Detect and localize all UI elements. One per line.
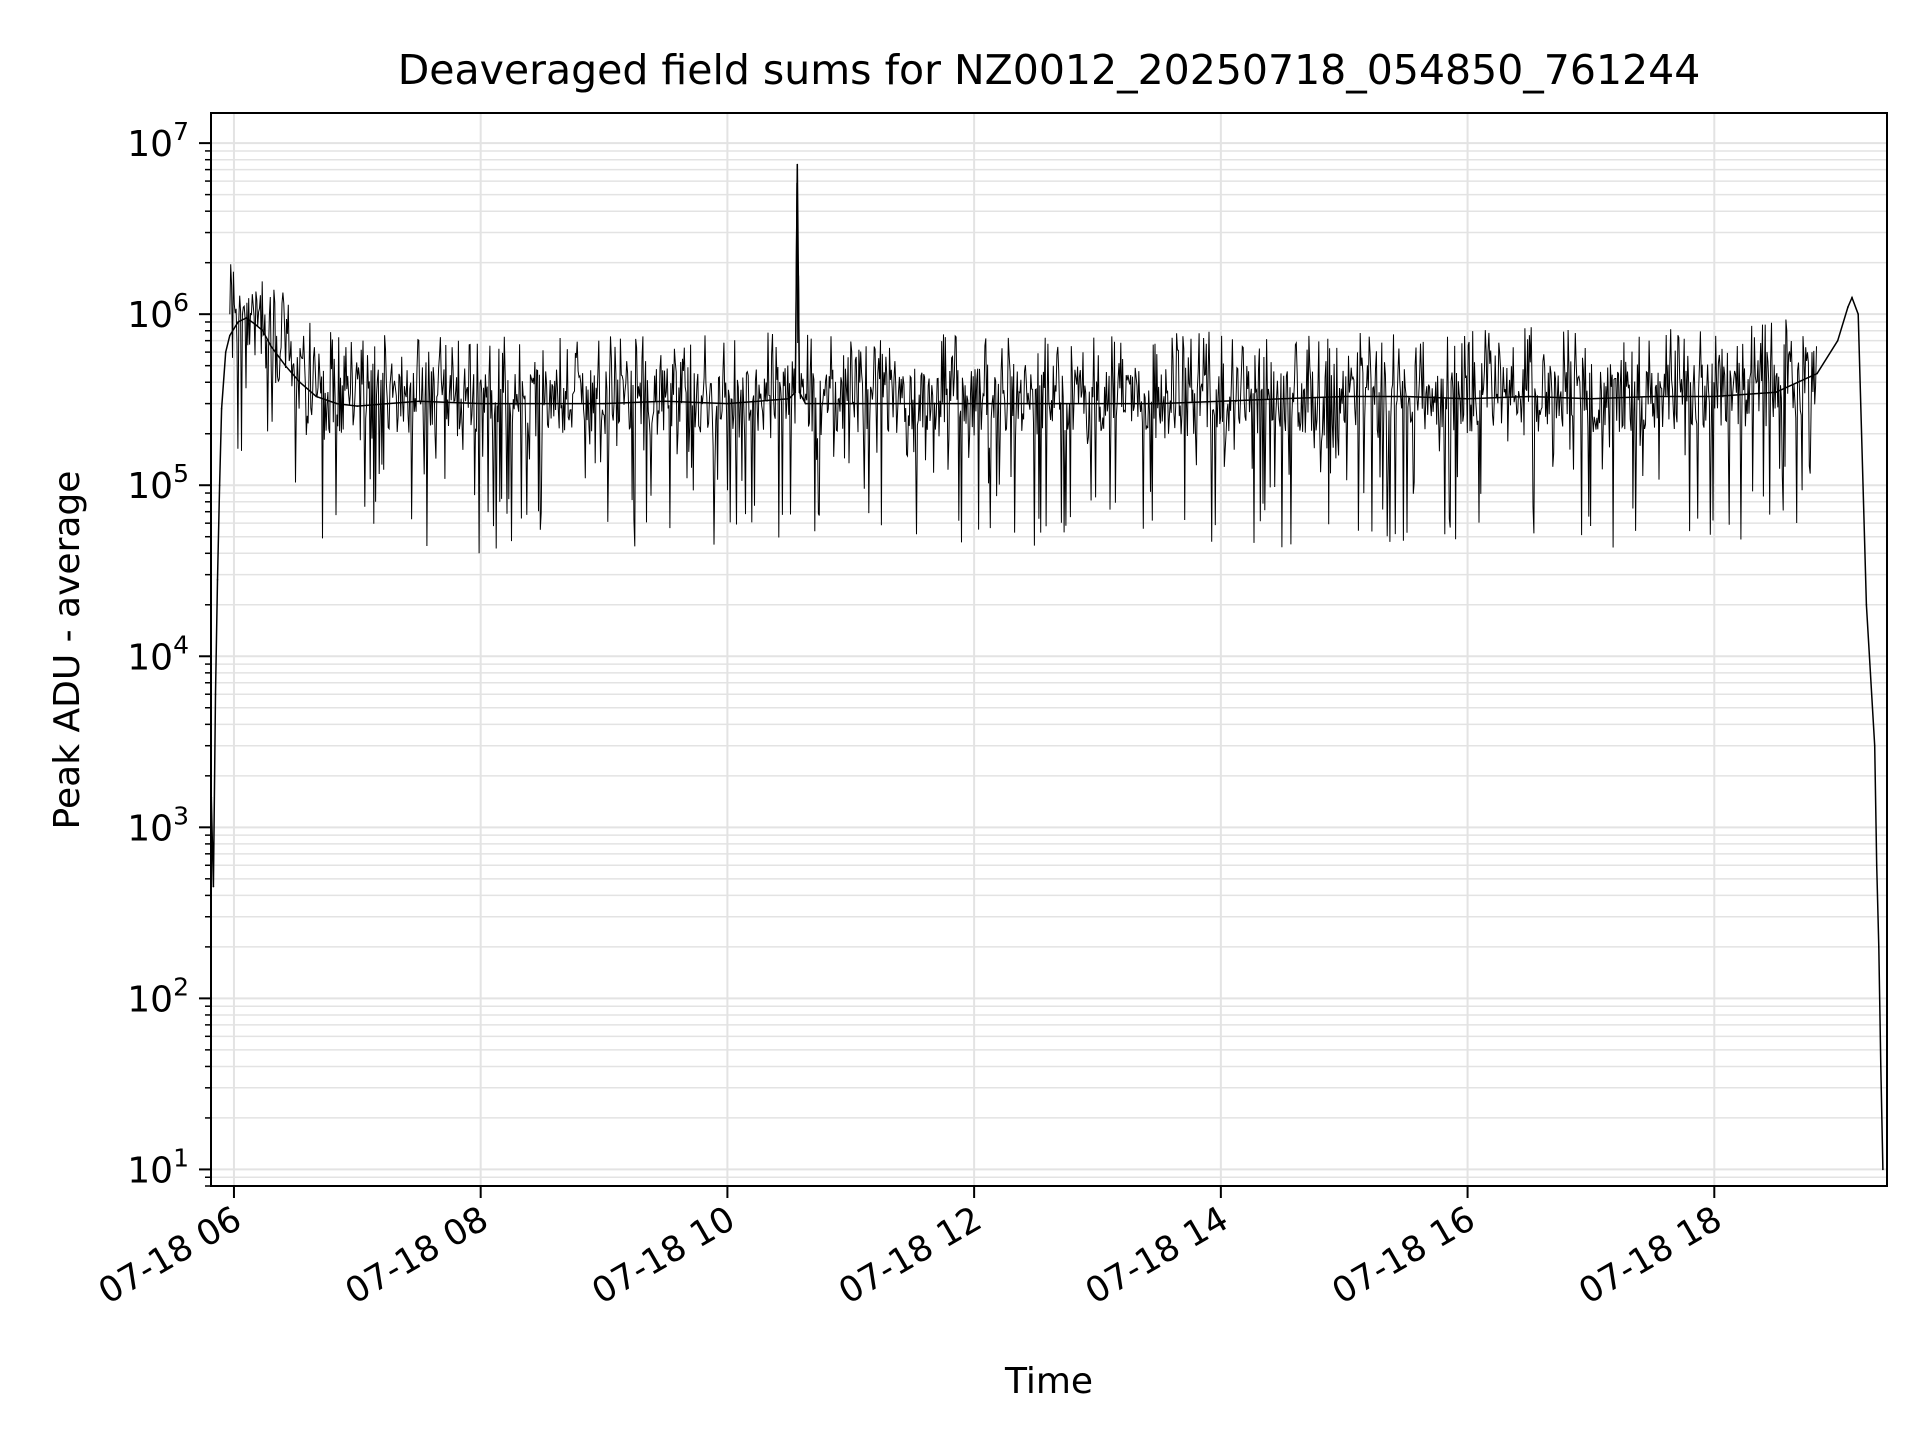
data-point xyxy=(798,391,801,394)
data-point xyxy=(284,364,287,367)
data-layer xyxy=(210,163,1884,1171)
data-point xyxy=(1035,402,1037,405)
data-point xyxy=(794,391,797,394)
data-point xyxy=(253,322,256,325)
x-tick-label: 07-18 14 xyxy=(1079,1199,1235,1312)
data-point xyxy=(270,345,272,348)
x-tick-label: 07-18 10 xyxy=(586,1199,742,1312)
data-point xyxy=(214,693,217,695)
data-point xyxy=(218,484,221,487)
data-point xyxy=(1882,1168,1884,1171)
data-point xyxy=(1873,744,1876,747)
data-point xyxy=(850,402,852,405)
y-tick-label: 103 xyxy=(127,801,189,849)
data-point xyxy=(1096,402,1099,405)
data-point xyxy=(541,402,544,405)
data-point xyxy=(224,351,227,353)
data-point xyxy=(788,398,790,400)
data-point xyxy=(1281,398,1284,400)
x-axis-label: Time xyxy=(1004,1361,1093,1402)
data-point xyxy=(237,321,239,323)
plot-frame xyxy=(210,112,1888,1187)
data-point xyxy=(1713,395,1716,398)
data-point xyxy=(245,317,248,319)
data-point xyxy=(1851,296,1853,299)
data-point xyxy=(299,381,301,384)
x-tick-label: 07-18 08 xyxy=(339,1199,495,1312)
data-point xyxy=(1220,400,1222,403)
data-point xyxy=(1158,402,1160,405)
data-point xyxy=(796,163,799,166)
data-point xyxy=(216,579,219,581)
data-point xyxy=(1466,398,1469,400)
y-tick-label: 104 xyxy=(127,630,189,678)
y-tick-label: 107 xyxy=(127,117,189,165)
data-point xyxy=(387,402,390,405)
data-point xyxy=(664,400,667,403)
data-point xyxy=(1865,604,1868,606)
data-point xyxy=(418,400,420,403)
data-point xyxy=(804,402,807,405)
data-point xyxy=(1405,395,1407,398)
data-point xyxy=(336,402,338,405)
data-point xyxy=(356,405,359,407)
data-point xyxy=(726,402,729,405)
data-point xyxy=(1651,395,1654,398)
data-point xyxy=(1528,395,1531,398)
y-tick-label: 106 xyxy=(127,288,189,336)
data-point xyxy=(261,329,264,332)
y-tick-label: 101 xyxy=(127,1143,189,1191)
data-point xyxy=(1847,306,1849,308)
data-point xyxy=(911,402,914,405)
series-line xyxy=(210,164,1884,1170)
data-point xyxy=(229,334,231,337)
data-point xyxy=(212,885,215,888)
grid-layer xyxy=(211,113,1887,1187)
data-point xyxy=(1775,391,1777,394)
chart-title: Deaveraged field sums for NZ0012_2025071… xyxy=(398,46,1701,94)
x-tick-label: 07-18 18 xyxy=(1573,1199,1729,1312)
data-point xyxy=(315,395,318,398)
data-point xyxy=(603,402,605,405)
data-point xyxy=(479,402,482,405)
data-point xyxy=(220,407,223,410)
x-tick-label: 07-18 12 xyxy=(832,1199,988,1312)
data-point xyxy=(1816,372,1818,375)
data-point xyxy=(1343,395,1345,398)
data-point xyxy=(1857,313,1859,316)
x-tick-label: 07-18 16 xyxy=(1326,1199,1482,1312)
y-axis-label: Peak ADU - average xyxy=(47,471,88,830)
data-point xyxy=(1836,339,1839,342)
series-noise-band xyxy=(229,182,1817,554)
x-tick-label: 07-18 06 xyxy=(92,1199,248,1312)
data-point xyxy=(973,402,975,405)
data-point xyxy=(1880,1065,1882,1068)
data-point xyxy=(1875,864,1878,867)
data-point xyxy=(1878,946,1880,948)
y-tick-label: 102 xyxy=(127,972,189,1020)
y-tick-label: 105 xyxy=(127,459,189,507)
tick-layer: 07-18 06 07-18 08 07-18 10 07-18 12 07-18 14… xyxy=(92,117,1729,1312)
data-point xyxy=(1590,398,1592,400)
